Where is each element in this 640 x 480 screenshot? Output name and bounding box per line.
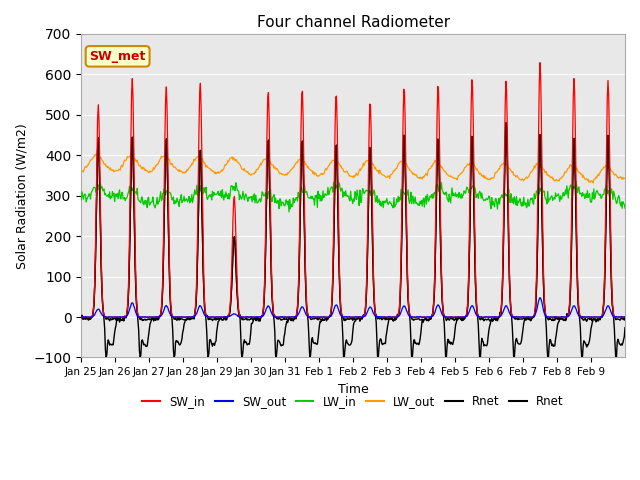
Text: SW_met: SW_met bbox=[90, 50, 146, 63]
Title: Four channel Radiometer: Four channel Radiometer bbox=[257, 15, 450, 30]
X-axis label: Time: Time bbox=[338, 383, 369, 396]
Legend: SW_in, SW_out, LW_in, LW_out, Rnet, Rnet: SW_in, SW_out, LW_in, LW_out, Rnet, Rnet bbox=[138, 391, 568, 413]
Y-axis label: Solar Radiation (W/m2): Solar Radiation (W/m2) bbox=[15, 123, 28, 269]
